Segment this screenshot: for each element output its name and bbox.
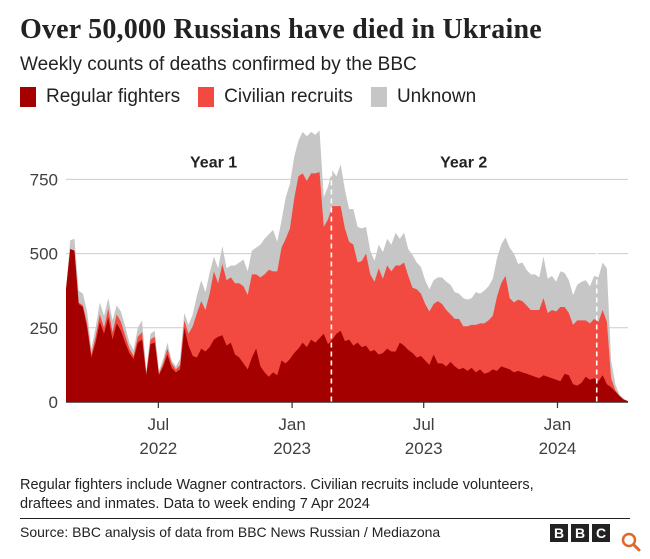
chart-title: Over 50,000 Russians have died in Ukrain… xyxy=(20,14,542,45)
zoom-icon[interactable] xyxy=(620,531,642,553)
series-area-regular-fighters xyxy=(66,249,628,402)
footer-divider xyxy=(20,518,630,519)
bbc-logo-letter: B xyxy=(550,524,568,542)
year-annotation: Year 1 xyxy=(190,154,237,171)
x-tick-label-year: 2024 xyxy=(539,439,577,458)
legend-item-civilian: Civilian recruits xyxy=(198,86,353,108)
x-tick-label-year: 2023 xyxy=(405,439,443,458)
bbc-logo-letter: C xyxy=(592,524,610,542)
legend-item-regular: Regular fighters xyxy=(20,86,180,108)
x-tick-label-month: Jul xyxy=(147,415,169,434)
series-area-civilian-recruits xyxy=(66,171,628,402)
y-tick-label: 250 xyxy=(30,319,58,338)
deaths-area-chart: 0 250 500 750 Year 1 Year 2 Jul 2022 Jan 2023 Jul 2… xyxy=(30,130,628,458)
source-note: Source: BBC analysis of data from BBC Ne… xyxy=(20,524,441,540)
chart-subtitle: Weekly counts of deaths confirmed by the… xyxy=(20,54,417,75)
legend-label-regular: Regular fighters xyxy=(46,86,181,107)
year-annotation: Year 2 xyxy=(440,154,487,171)
legend: Regular fighters Civilian recruits Unkno… xyxy=(20,86,494,108)
bbc-logo-letter: B xyxy=(571,524,589,542)
footnote: Regular fighters include Wagner contract… xyxy=(20,476,620,514)
y-tick-label: 0 xyxy=(49,393,58,412)
legend-label-civilian: Civilian recruits xyxy=(224,86,353,107)
y-tick-label: 750 xyxy=(30,170,58,189)
legend-swatch-unknown xyxy=(370,87,387,107)
legend-swatch-civilian xyxy=(198,87,215,107)
y-tick-label: 500 xyxy=(30,245,58,264)
legend-swatch-regular xyxy=(20,87,36,107)
x-tick-label-month: Jan xyxy=(544,415,571,434)
legend-label-unknown: Unknown xyxy=(396,86,477,107)
x-tick-label-year: 2023 xyxy=(273,439,311,458)
footnote-line-1: Regular fighters include Wagner contract… xyxy=(20,477,534,493)
bbc-logo: B B C xyxy=(547,524,610,542)
x-tick-label-year: 2022 xyxy=(139,439,177,458)
x-tick-label-month: Jan xyxy=(278,415,305,434)
legend-item-unknown: Unknown xyxy=(370,86,477,108)
footnote-line-2: draftees and inmates. Data to week endin… xyxy=(20,496,370,512)
x-tick-label-month: Jul xyxy=(413,415,435,434)
